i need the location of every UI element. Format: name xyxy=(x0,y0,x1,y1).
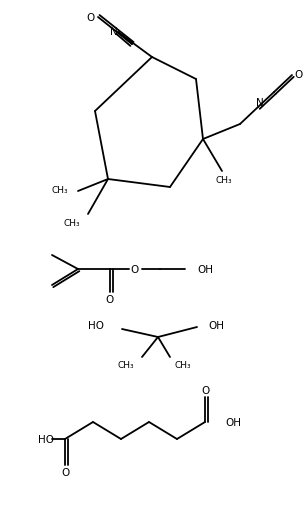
Text: O: O xyxy=(62,467,70,477)
Text: O: O xyxy=(106,294,114,304)
Text: HO: HO xyxy=(88,320,104,330)
Text: N: N xyxy=(256,98,264,108)
Text: CH₃: CH₃ xyxy=(63,218,80,227)
Text: CH₃: CH₃ xyxy=(118,361,134,370)
Text: CH₃: CH₃ xyxy=(216,175,232,184)
Text: OH: OH xyxy=(225,417,241,427)
Text: O: O xyxy=(202,385,210,395)
Text: O: O xyxy=(87,13,95,23)
Text: OH: OH xyxy=(197,265,213,274)
Text: HO: HO xyxy=(38,434,54,444)
Text: CH₃: CH₃ xyxy=(51,185,68,194)
Text: O: O xyxy=(295,70,303,80)
Text: O: O xyxy=(131,265,139,274)
Text: CH₃: CH₃ xyxy=(175,361,192,370)
Text: OH: OH xyxy=(208,320,224,330)
Text: N: N xyxy=(110,27,118,37)
